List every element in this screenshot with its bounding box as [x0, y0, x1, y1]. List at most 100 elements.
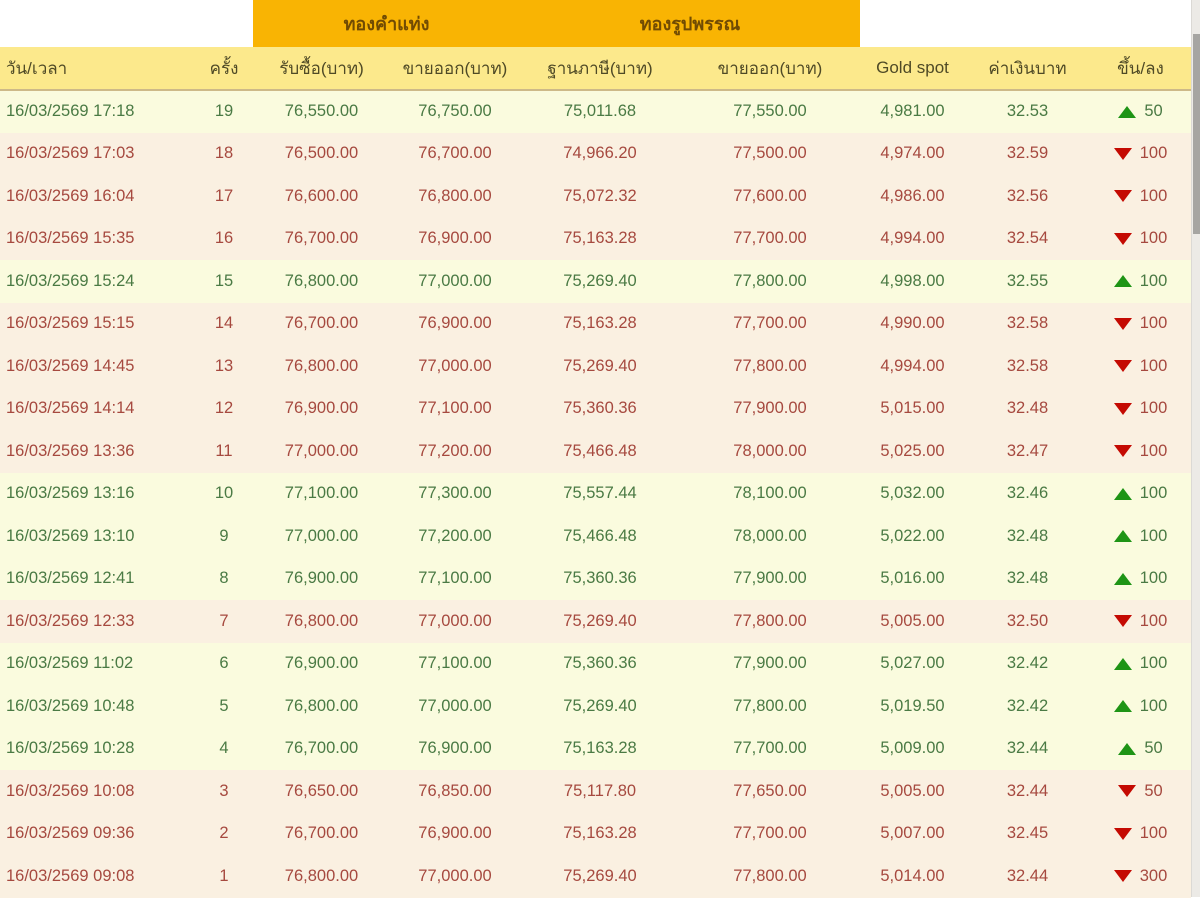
cell-tax-base: 75,269.40: [520, 260, 680, 303]
cell-tax-base: 75,163.28: [520, 302, 680, 345]
cell-baht-rate: 32.44: [965, 855, 1090, 898]
cell-datetime: 16/03/2569 10:48: [0, 685, 195, 728]
table-row: 16/03/2569 15:15 14 76,700.00 76,900.00 …: [0, 302, 1191, 345]
cell-seq: 4: [195, 727, 253, 770]
col-header-seq: ครั้ง: [195, 47, 253, 91]
cell-sell: 76,700.00: [390, 132, 520, 175]
cell-seq: 15: [195, 260, 253, 303]
change-arrow-icon: [1118, 742, 1137, 755]
cell-seq: 1: [195, 855, 253, 898]
cell-datetime: 16/03/2569 13:36: [0, 430, 195, 473]
cell-sell: 77,300.00: [390, 472, 520, 515]
cell-ornament-sell: 77,900.00: [680, 642, 860, 685]
cell-baht-rate: 32.47: [965, 430, 1090, 473]
cell-buy: 76,550.00: [253, 90, 390, 133]
change-value: 50: [1144, 102, 1163, 121]
change-value: 100: [1139, 229, 1168, 248]
cell-change: 100: [1090, 557, 1191, 600]
cell-buy: 76,700.00: [253, 302, 390, 345]
cell-buy: 77,000.00: [253, 515, 390, 558]
cell-tax-base: 75,072.32: [520, 175, 680, 218]
cell-buy: 76,800.00: [253, 855, 390, 898]
change-value: 100: [1139, 824, 1168, 843]
cell-datetime: 16/03/2569 12:41: [0, 557, 195, 600]
cell-datetime: 16/03/2569 13:16: [0, 472, 195, 515]
cell-datetime: 16/03/2569 15:15: [0, 302, 195, 345]
change-value: 100: [1139, 399, 1168, 418]
table-row: 16/03/2569 13:16 10 77,100.00 77,300.00 …: [0, 472, 1191, 515]
cell-ornament-sell: 77,900.00: [680, 387, 860, 430]
table-row: 16/03/2569 10:28 4 76,700.00 76,900.00 7…: [0, 727, 1191, 770]
cell-gold-spot: 5,015.00: [860, 387, 965, 430]
cell-sell: 77,100.00: [390, 642, 520, 685]
cell-change: 50: [1090, 727, 1191, 770]
cell-ornament-sell: 77,800.00: [680, 345, 860, 388]
cell-tax-base: 75,163.28: [520, 812, 680, 855]
cell-baht-rate: 32.46: [965, 472, 1090, 515]
group-header-row: ทองคำแท่ง ทองรูปพรรณ: [0, 0, 1191, 47]
cell-seq: 7: [195, 600, 253, 643]
cell-tax-base: 75,466.48: [520, 515, 680, 558]
cell-buy: 76,800.00: [253, 260, 390, 303]
change-arrow-icon: [1113, 700, 1132, 713]
cell-gold-spot: 4,994.00: [860, 217, 965, 260]
cell-datetime: 16/03/2569 11:02: [0, 642, 195, 685]
cell-gold-spot: 5,025.00: [860, 430, 965, 473]
cell-buy: 76,900.00: [253, 387, 390, 430]
cell-sell: 77,100.00: [390, 387, 520, 430]
column-header-row: วัน/เวลา ครั้ง รับซื้อ(บาท) ขายออก(บาท) …: [0, 47, 1191, 91]
vertical-scrollbar[interactable]: [1191, 0, 1200, 897]
table-row: 16/03/2569 12:33 7 76,800.00 77,000.00 7…: [0, 600, 1191, 643]
cell-change: 100: [1090, 515, 1191, 558]
cell-gold-spot: 5,007.00: [860, 812, 965, 855]
cell-seq: 18: [195, 132, 253, 175]
cell-ornament-sell: 78,000.00: [680, 430, 860, 473]
scrollbar-thumb[interactable]: [1193, 34, 1200, 234]
cell-ornament-sell: 77,800.00: [680, 600, 860, 643]
cell-ornament-sell: 77,800.00: [680, 260, 860, 303]
col-header-baht-rate: ค่าเงินบาท: [965, 47, 1090, 91]
cell-datetime: 16/03/2569 12:33: [0, 600, 195, 643]
cell-sell: 77,000.00: [390, 345, 520, 388]
cell-ornament-sell: 77,800.00: [680, 855, 860, 898]
cell-gold-spot: 5,032.00: [860, 472, 965, 515]
cell-change: 50: [1090, 770, 1191, 813]
cell-ornament-sell: 78,100.00: [680, 472, 860, 515]
change-value: 100: [1139, 526, 1168, 545]
cell-tax-base: 75,011.68: [520, 90, 680, 133]
cell-tax-base: 75,269.40: [520, 345, 680, 388]
cell-buy: 76,700.00: [253, 727, 390, 770]
cell-baht-rate: 32.48: [965, 387, 1090, 430]
cell-baht-rate: 32.42: [965, 642, 1090, 685]
cell-gold-spot: 4,998.00: [860, 260, 965, 303]
cell-ornament-sell: 77,700.00: [680, 812, 860, 855]
cell-change: 100: [1090, 430, 1191, 473]
cell-baht-rate: 32.45: [965, 812, 1090, 855]
cell-ornament-sell: 77,550.00: [680, 90, 860, 133]
col-header-buy: รับซื้อ(บาท): [253, 47, 390, 91]
change-arrow-icon: [1118, 105, 1137, 118]
cell-change: 50: [1090, 90, 1191, 133]
cell-buy: 76,700.00: [253, 812, 390, 855]
cell-seq: 3: [195, 770, 253, 813]
cell-change: 100: [1090, 812, 1191, 855]
cell-tax-base: 75,557.44: [520, 472, 680, 515]
change-arrow-icon: [1113, 530, 1132, 543]
cell-sell: 76,900.00: [390, 302, 520, 345]
change-value: 100: [1139, 186, 1168, 205]
cell-gold-spot: 5,014.00: [860, 855, 965, 898]
cell-sell: 77,000.00: [390, 260, 520, 303]
cell-sell: 77,000.00: [390, 855, 520, 898]
cell-baht-rate: 32.56: [965, 175, 1090, 218]
cell-ornament-sell: 77,650.00: [680, 770, 860, 813]
col-header-sell: ขายออก(บาท): [390, 47, 520, 91]
cell-ornament-sell: 78,000.00: [680, 515, 860, 558]
cell-sell: 76,800.00: [390, 175, 520, 218]
cell-baht-rate: 32.50: [965, 600, 1090, 643]
change-value: 100: [1139, 144, 1168, 163]
cell-gold-spot: 4,990.00: [860, 302, 965, 345]
cell-datetime: 16/03/2569 15:35: [0, 217, 195, 260]
cell-sell: 76,850.00: [390, 770, 520, 813]
cell-sell: 77,200.00: [390, 515, 520, 558]
change-value: 100: [1139, 569, 1168, 588]
